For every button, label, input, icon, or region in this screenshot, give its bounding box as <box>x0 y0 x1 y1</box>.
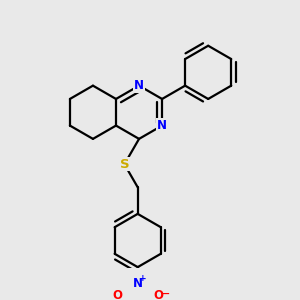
Text: N: N <box>133 278 143 290</box>
Text: O: O <box>154 290 164 300</box>
Text: +: + <box>139 274 147 283</box>
Text: −: − <box>161 289 170 298</box>
Text: O: O <box>112 290 122 300</box>
Text: S: S <box>120 158 129 171</box>
Text: N: N <box>157 119 167 132</box>
Text: N: N <box>134 79 144 92</box>
